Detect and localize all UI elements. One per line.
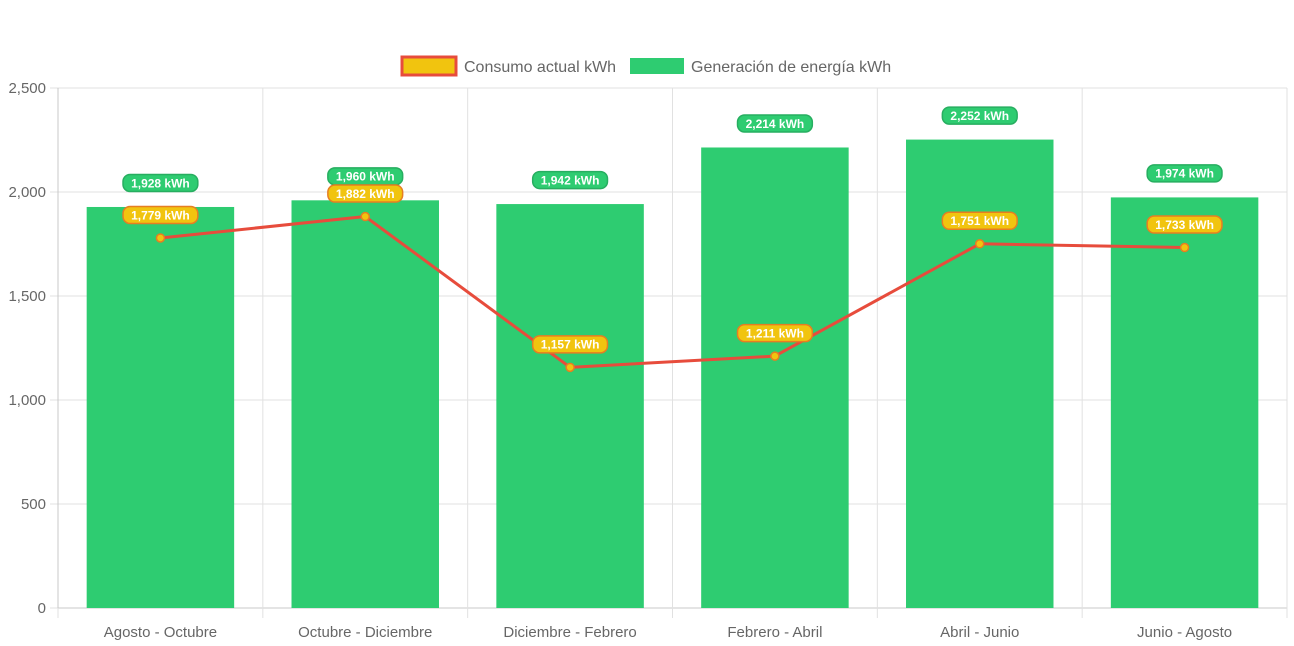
x-tick-label: Febrero - Abril (727, 624, 822, 641)
generacion-data-label: 1,974 kWh (1146, 164, 1223, 183)
consumo-data-label-bg (122, 205, 199, 225)
bar (701, 147, 849, 608)
consumo-data-label-bg (1146, 215, 1223, 234)
bar (1110, 197, 1259, 608)
consumo-data-label-text: 1,211 kWh (746, 326, 804, 340)
line-point (565, 362, 575, 373)
y-tick-label: 1,500 (8, 288, 46, 305)
line-point (360, 211, 370, 222)
generacion-data-label: 1,928 kWh (122, 173, 199, 193)
generacion-data-label: 2,214 kWh (736, 114, 814, 133)
line-point (975, 239, 985, 249)
line-series-consumo (155, 211, 1190, 373)
bar (86, 206, 235, 608)
consumo-data-label-text: 1,779 kWh (131, 208, 190, 222)
consumo-data-label-bg (736, 323, 814, 343)
generacion-data-label-text: 1,974 kWh (1155, 167, 1214, 181)
legend-label-generacion: Generación de energía kWh (691, 59, 891, 76)
y-tick-label: 500 (21, 496, 46, 513)
x-tick-label: Agosto - Octubre (104, 624, 217, 641)
generacion-data-label-text: 1,942 kWh (541, 173, 600, 187)
consumo-data-label: 1,751 kWh (941, 211, 1018, 231)
generacion-data-label: 1,960 kWh (327, 167, 404, 186)
generacion-data-label-text: 2,214 kWh (746, 117, 805, 131)
consumo-data-label-bg (531, 335, 609, 354)
line-point (770, 351, 780, 361)
bar-series-generacion (86, 139, 1259, 609)
legend-item-consumo[interactable]: Consumo actual kWh (400, 55, 616, 77)
consumo-data-label: 1,157 kWh (531, 335, 609, 354)
consumo-data-label-text: 1,882 kWh (336, 187, 395, 201)
generacion-data-label-bg (531, 170, 609, 190)
generacion-data-label-bg (1146, 164, 1223, 183)
bar (906, 139, 1054, 609)
y-axis: 0 500 1,000 1,500 2,000 2,500 (8, 80, 59, 617)
consumo-data-label-text: 1,157 kWh (541, 338, 600, 352)
consumo-data-label-text: 1,751 kWh (950, 214, 1009, 228)
consumo-data-label-text: 1,733 kWh (1155, 218, 1214, 232)
y-tick-label: 2,000 (8, 184, 46, 201)
generacion-data-label-bg (122, 173, 199, 193)
x-tick-label: Junio - Agosto (1137, 624, 1232, 641)
y-tick-label: 2,500 (8, 80, 46, 97)
consumo-data-label-bg (941, 211, 1018, 231)
consumo-data-label: 1,733 kWh (1146, 215, 1223, 234)
consumo-data-label-bg (327, 184, 404, 203)
bar (291, 200, 439, 608)
x-axis: Agosto - Octubre Octubre - Diciembre Dicie… (104, 624, 1232, 641)
y-tick-label: 1,000 (8, 392, 46, 409)
x-tick-label: Diciembre - Febrero (503, 624, 636, 641)
legend-swatch-generacion (630, 58, 684, 74)
consumo-data-label: 1,779 kWh (122, 205, 199, 225)
consumo-data-label: 1,211 kWh (736, 323, 814, 343)
generacion-data-label-text: 2,252 kWh (950, 109, 1009, 123)
generacion-data-label-bg (941, 106, 1018, 125)
bar (496, 204, 644, 608)
generacion-data-label-text: 1,960 kWh (336, 170, 395, 184)
generacion-data-label: 2,252 kWh (941, 106, 1018, 125)
x-tick-label: Octubre - Diciembre (298, 624, 432, 641)
x-tick-label: Abril - Junio (940, 624, 1019, 641)
generacion-data-label-text: 1,928 kWh (131, 176, 190, 190)
legend-item-generacion[interactable]: Generación de energía kWh (630, 58, 891, 76)
legend-label-consumo: Consumo actual kWh (464, 59, 616, 76)
consumo-data-label: 1,882 kWh (327, 184, 404, 203)
legend-swatch-consumo (400, 55, 458, 77)
generacion-data-label: 1,942 kWh (531, 170, 609, 190)
line-point (1179, 242, 1190, 253)
y-tick-label: 0 (38, 600, 46, 617)
legend: Consumo actual kWh Generación de energía… (400, 55, 891, 77)
grid (57, 87, 1288, 618)
line-labels: 1,779 kWh 1,882 kWh 1,157 kWh 1,211 kWh 1,75… (122, 184, 1223, 354)
consumo-line (160, 215, 1185, 369)
bar-labels: 1,928 kWh 1,960 kWh 1,942 kWh 2,214 kWh 2,25… (122, 106, 1223, 193)
line-point (155, 233, 166, 243)
generacion-data-label-bg (736, 114, 814, 133)
